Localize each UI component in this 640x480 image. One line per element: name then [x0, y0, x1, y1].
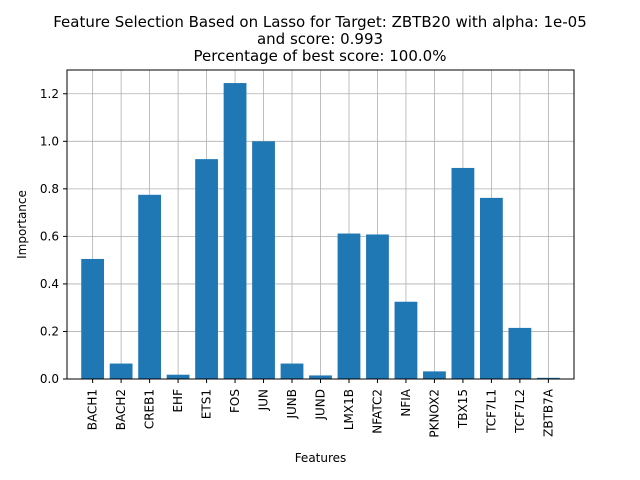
bar-ets1	[195, 159, 218, 379]
chart-title-line-3: Percentage of best score: 100.0%	[194, 47, 447, 65]
bar-lmx1b	[337, 233, 361, 379]
bar-tcf7l2	[508, 327, 532, 379]
chart-title-line-2: and score: 0.993	[257, 30, 383, 48]
bar-pknox2	[423, 371, 446, 379]
y-tick-label: 0.6	[40, 229, 59, 243]
x-tick-label: PKNOX2	[427, 389, 441, 438]
x-axis-label: Features	[295, 451, 347, 465]
x-tick-label: LMX1B	[342, 389, 356, 430]
x-axis-ticks: BACH1 BACH2 CREB1 EHF ETS1 FOS JUN JUNB JUND LMX1…	[86, 379, 555, 438]
y-tick-label: 0.0	[40, 372, 59, 386]
x-tick-label: BACH2	[114, 389, 128, 430]
bar-bach1	[81, 258, 105, 379]
bar-zbtb7a	[536, 377, 560, 379]
bar-ehf	[166, 374, 190, 379]
y-axis-label: Importance	[15, 190, 29, 259]
y-tick-label: 1.2	[40, 87, 59, 101]
bar-nfia	[394, 301, 418, 379]
bar-tbx15	[451, 167, 475, 379]
x-tick-label: BACH1	[86, 389, 100, 430]
bar-junb	[280, 363, 304, 379]
bar-creb1	[138, 194, 161, 379]
x-tick-label: JUND	[314, 389, 328, 421]
y-tick-label: 0.8	[40, 182, 59, 196]
bar-bach2	[109, 363, 133, 379]
x-tick-label: FOS	[228, 389, 242, 413]
bar-nfatc2	[366, 234, 389, 379]
chart-title-line-1: Feature Selection Based on Lasso for Tar…	[53, 13, 587, 31]
y-axis-ticks: 0.0 0.2 0.4 0.6 0.8 1.0 1.2	[40, 87, 67, 386]
bar-jund	[309, 375, 332, 379]
y-tick-label: 1.0	[40, 134, 59, 148]
bar-tcf7l1	[480, 197, 503, 379]
x-tick-label: NFATC2	[370, 389, 384, 434]
x-tick-label: JUN	[257, 389, 271, 411]
bar-jun	[252, 141, 275, 379]
x-tick-label: JUNB	[285, 389, 299, 420]
x-tick-label: ZBTB7A	[541, 388, 555, 437]
y-tick-label: 0.2	[40, 324, 59, 338]
bar-fos	[223, 83, 247, 380]
x-tick-label: ETS1	[200, 389, 214, 419]
bars	[81, 83, 560, 380]
x-tick-label: TCF7L1	[484, 389, 498, 434]
chart-title: Feature Selection Based on Lasso for Tar…	[53, 13, 587, 65]
y-tick-label: 0.4	[40, 277, 59, 291]
x-tick-label: CREB1	[143, 389, 157, 429]
x-tick-label: EHF	[171, 389, 185, 413]
x-tick-label: TCF7L2	[513, 389, 527, 434]
x-tick-label: NFIA	[399, 388, 413, 416]
x-tick-label: TBX15	[456, 389, 470, 429]
